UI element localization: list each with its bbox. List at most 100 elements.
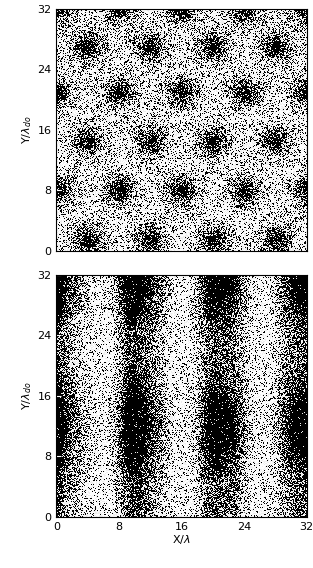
Point <box>188 119 193 128</box>
Point <box>117 45 122 55</box>
Point <box>197 185 202 194</box>
Point <box>67 164 72 173</box>
Point <box>88 212 93 222</box>
Point <box>118 411 123 420</box>
Point <box>94 22 99 31</box>
Point <box>171 281 176 290</box>
Point <box>101 335 106 344</box>
Point <box>102 380 107 389</box>
Point <box>299 31 304 40</box>
Point <box>88 33 93 42</box>
Point <box>57 360 62 369</box>
Point <box>259 25 264 34</box>
Point <box>176 130 181 139</box>
Point <box>211 176 216 185</box>
Point <box>221 311 226 320</box>
Point <box>157 12 162 21</box>
Point <box>187 438 192 448</box>
Point <box>202 206 207 215</box>
Point <box>150 381 155 390</box>
Point <box>59 27 64 36</box>
Point <box>196 211 201 220</box>
Point <box>163 350 168 359</box>
Point <box>250 410 255 419</box>
Point <box>195 204 200 214</box>
Point <box>99 383 104 392</box>
Point <box>89 218 94 227</box>
Point <box>59 116 64 126</box>
Point <box>282 95 287 104</box>
Point <box>219 98 224 107</box>
Point <box>113 464 118 473</box>
Point <box>262 479 267 488</box>
Point <box>57 32 62 41</box>
Point <box>271 173 276 182</box>
Point <box>99 302 104 311</box>
Point <box>269 191 274 200</box>
Point <box>271 312 276 321</box>
Point <box>275 172 280 181</box>
Point <box>264 341 269 350</box>
Point <box>99 310 104 319</box>
Point <box>276 375 281 384</box>
Point <box>260 97 265 106</box>
Point <box>173 157 178 166</box>
Point <box>214 16 219 25</box>
Point <box>87 305 92 314</box>
Point <box>248 22 253 31</box>
Point <box>230 215 235 224</box>
Point <box>166 347 171 356</box>
Point <box>175 384 180 393</box>
Point <box>226 357 231 366</box>
Point <box>220 82 225 91</box>
Point <box>264 412 269 421</box>
Point <box>204 206 209 215</box>
Point <box>76 357 81 366</box>
Point <box>97 365 102 374</box>
Point <box>253 371 258 381</box>
Point <box>239 167 244 176</box>
Point <box>274 66 279 76</box>
Point <box>119 246 124 255</box>
Point <box>232 23 237 32</box>
Point <box>200 222 205 231</box>
Point <box>136 93 141 102</box>
Point <box>157 195 162 204</box>
Point <box>187 346 192 355</box>
Point <box>210 80 215 89</box>
Point <box>140 472 145 481</box>
Point <box>250 503 255 512</box>
Point <box>226 55 231 64</box>
Point <box>136 112 141 122</box>
Point <box>265 500 270 509</box>
Point <box>94 90 99 99</box>
Point <box>299 178 304 187</box>
Point <box>116 331 121 340</box>
Point <box>154 153 159 162</box>
Point <box>171 499 176 508</box>
Point <box>77 305 82 314</box>
Point <box>302 48 307 57</box>
Point <box>58 362 63 371</box>
Point <box>125 162 130 172</box>
Point <box>272 71 277 80</box>
Point <box>184 408 189 417</box>
Point <box>265 91 270 100</box>
Point <box>112 335 117 344</box>
Point <box>73 194 78 203</box>
Point <box>75 86 80 95</box>
Point <box>110 400 115 410</box>
Point <box>81 357 86 366</box>
Point <box>91 393 96 402</box>
Point <box>172 472 177 481</box>
Point <box>232 137 237 146</box>
Point <box>158 313 163 322</box>
Point <box>300 25 305 34</box>
Point <box>197 371 202 380</box>
Point <box>176 286 181 295</box>
Point <box>179 176 184 185</box>
Point <box>297 69 302 78</box>
Point <box>247 370 252 379</box>
Point <box>102 480 107 489</box>
Point <box>258 472 263 481</box>
